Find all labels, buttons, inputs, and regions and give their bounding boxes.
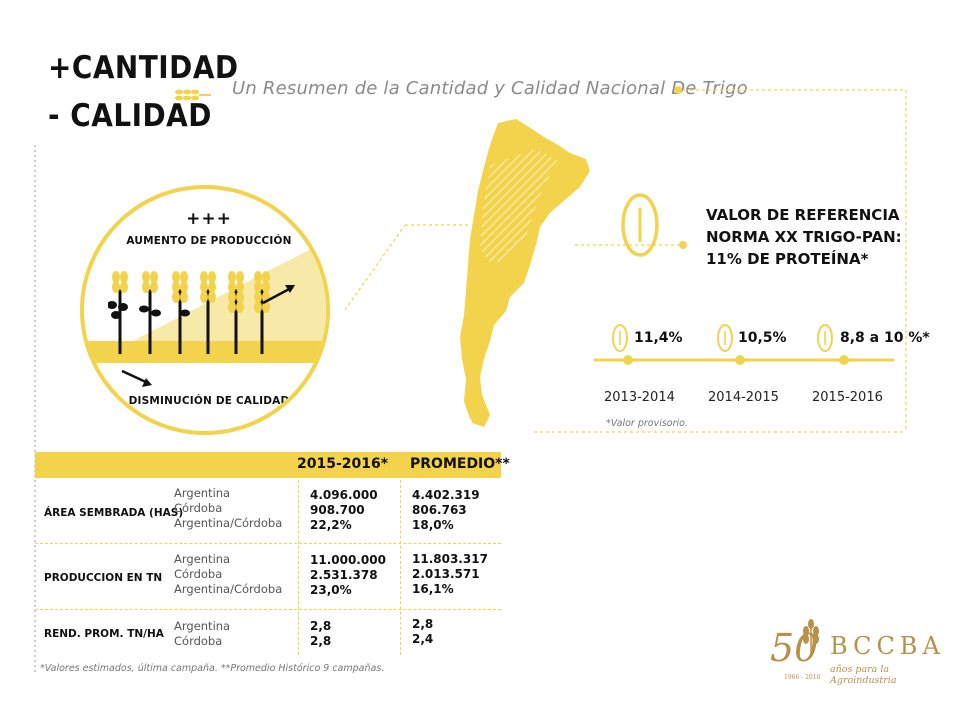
timeline-note: *Valor provisorio.	[606, 418, 688, 429]
timeline-value-3: 8,8 a 10 %*	[840, 330, 930, 346]
timeline-year-3: 2015-2016	[812, 390, 883, 405]
title-cantidad: +CANTIDAD	[48, 50, 239, 86]
wheat-ear-icon	[175, 89, 211, 101]
row-values-rendimiento-promedio: 2,8 2,4	[412, 617, 434, 646]
subtitle: Un Resumen de la Cantidad y Calidad Naci…	[232, 78, 748, 99]
row-values-area-2015: 4.096.000 908.700 22,2%	[310, 488, 378, 532]
timeline-year-2: 2014-2015	[708, 390, 779, 405]
timeline-value-1: 11,4%	[634, 330, 683, 346]
row-values-rendimiento-2015: 2,8 2,8	[310, 619, 332, 648]
row-places-produccion: Argentina Córdoba Argentina/Córdoba	[174, 552, 283, 596]
reference-line-1: VALOR DE REFERENCIA	[706, 206, 900, 224]
table-header-bar	[35, 452, 501, 478]
table-footnote: *Valores estimados, última campaña. **Pr…	[40, 663, 385, 674]
plus-signs: +++	[186, 209, 232, 229]
row-label-area: ÁREA SEMBRADA (HAS)	[44, 507, 184, 519]
wheat-plants-illustration	[108, 271, 270, 354]
table-col-promedio: PROMEDIO**	[410, 456, 510, 472]
row-divider	[35, 543, 501, 544]
row-label-rendimiento: REND. PROM. TN/HA	[44, 628, 164, 640]
title-calidad: - CALIDAD	[48, 98, 212, 134]
timeline-year-1: 2013-2014	[604, 390, 675, 405]
logo-years: 1966 - 2016	[784, 674, 821, 681]
wheat-logo-icon	[803, 619, 819, 652]
row-label-produccion: PRODUCCION EN TN	[44, 572, 163, 584]
grain-icon-small	[717, 324, 733, 352]
row-divider	[35, 609, 501, 610]
logo-tagline: años para la Agroindustria	[830, 664, 897, 686]
grain-icon-small	[817, 324, 833, 352]
grain-icon-small	[612, 324, 628, 352]
quality-decrease-label: DISMINUCIÓN DE CALIDAD	[128, 395, 290, 407]
row-values-area-promedio: 4.402.319 806.763 18,0%	[412, 488, 480, 532]
timeline-value-2: 10,5%	[738, 330, 787, 346]
bccba-logo: 50 BCCBA años para la Agroindustria 1966…	[770, 618, 940, 688]
production-increase-label: AUMENTO DE PRODUCCIÓN	[126, 235, 292, 247]
reference-line-2: NORMA XX TRIGO-PAN:	[706, 228, 902, 246]
grain-icon	[621, 193, 659, 257]
row-places-rendimiento: Argentina Córdoba	[174, 619, 231, 648]
logo-name: BCCBA	[830, 632, 945, 660]
row-values-produccion-2015: 11.000.000 2.531.378 23,0%	[310, 553, 386, 597]
reference-line-3: 11% DE PROTEÍNA*	[706, 250, 869, 268]
production-circle: +++ AUMENTO DE PRODUCCIÓN DISMINUCIÓN DE…	[80, 185, 330, 435]
table-col-2015: 2015-2016*	[297, 456, 389, 472]
arrow-down-icon	[121, 369, 152, 387]
row-values-produccion-promedio: 11.803.317 2.013.571 16,1%	[412, 552, 488, 596]
row-places-area: Argentina Córdoba Argentina/Córdoba	[174, 486, 283, 530]
column-divider	[400, 480, 401, 655]
logo-number: 50	[770, 626, 819, 670]
timeline-line	[594, 355, 894, 365]
column-divider	[298, 480, 299, 655]
arrow-up-icon	[262, 285, 295, 305]
argentina-map	[460, 119, 590, 427]
